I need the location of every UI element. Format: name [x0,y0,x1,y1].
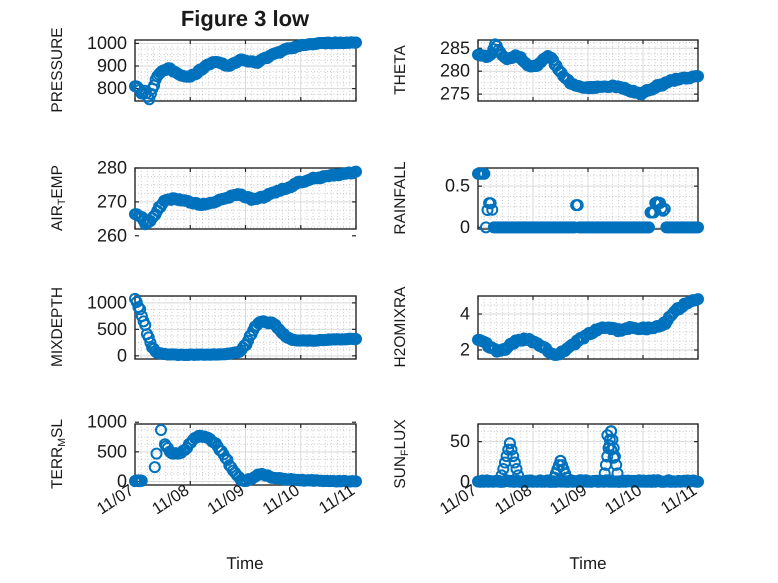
svg-text:Time: Time [226,554,263,573]
svg-text:THETA: THETA [392,45,409,95]
svg-text:AIRTEMP: AIRTEMP [49,165,68,231]
svg-text:275: 275 [440,84,470,104]
svg-text:H2OMIXRA: H2OMIXRA [392,286,409,368]
svg-text:RAINFALL: RAINFALL [392,161,409,235]
svg-text:280: 280 [97,158,127,178]
svg-text:TERRMSL: TERRMSL [49,419,68,489]
svg-text:0: 0 [460,217,470,237]
svg-text:4: 4 [460,304,470,324]
svg-text:PRESSURE: PRESSURE [49,27,66,112]
svg-text:1000: 1000 [87,33,127,53]
svg-text:2: 2 [460,340,470,360]
svg-text:900: 900 [97,55,127,75]
svg-text:MIXDEPTH: MIXDEPTH [49,287,66,367]
svg-text:0: 0 [117,345,127,365]
svg-text:1000: 1000 [87,412,127,432]
svg-text:Time: Time [569,554,606,573]
svg-text:500: 500 [97,441,127,461]
svg-text:1000: 1000 [87,292,127,312]
svg-text:50: 50 [450,431,470,451]
svg-text:280: 280 [440,61,470,81]
svg-text:0.5: 0.5 [445,176,470,196]
svg-text:500: 500 [97,319,127,339]
svg-text:260: 260 [97,225,127,245]
svg-text:285: 285 [440,38,470,58]
svg-text:270: 270 [97,191,127,211]
svg-text:800: 800 [97,78,127,98]
svg-text:Figure 3 low: Figure 3 low [181,6,310,31]
